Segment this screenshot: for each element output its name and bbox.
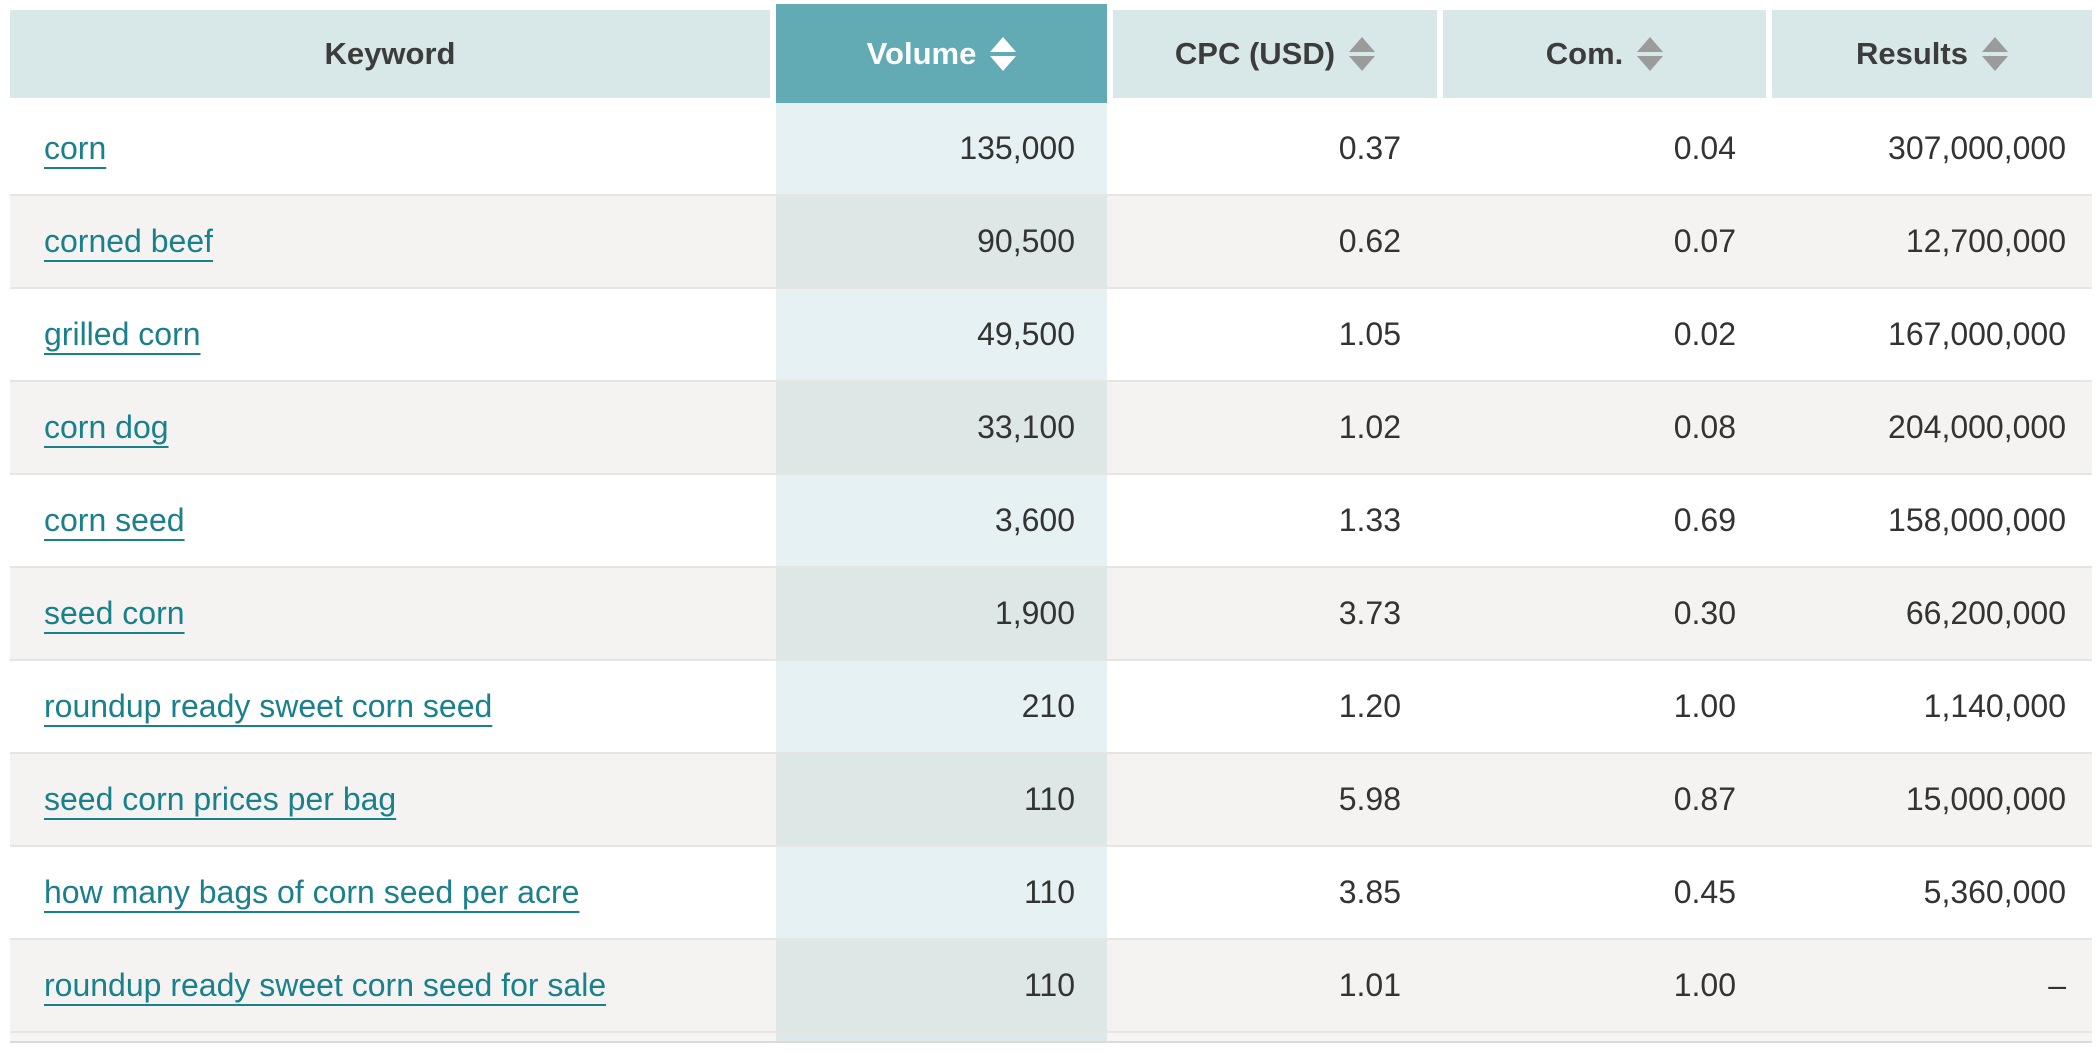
results-cell: 15,000,000 xyxy=(1905,781,2066,817)
keyword-cell: grilled corn xyxy=(10,289,776,380)
sort-icon xyxy=(990,36,1017,71)
results-cell: 204,000,000 xyxy=(1888,409,2066,445)
column-header-com[interactable]: Com. xyxy=(1443,9,1766,98)
keyword-link[interactable]: corn seed xyxy=(44,502,185,538)
cpc-cell: 1.20 xyxy=(1338,688,1401,724)
table-row: seed corn prices per bag 110 5.98 0.87 1… xyxy=(10,754,2092,847)
volume-cell: 110 xyxy=(776,754,1107,845)
volume-cell: 110 xyxy=(776,940,1107,1031)
column-label-results: Results xyxy=(1856,35,1968,71)
table-row: roundup ready sweet corn seed for sale 1… xyxy=(10,940,2092,1033)
column-header-results[interactable]: Results xyxy=(1772,9,2092,98)
keyword-cell: seed corn prices per bag xyxy=(10,754,776,845)
keyword-cell: how many bags of corn seed per acre xyxy=(10,847,776,938)
table-body: corn 135,000 0.37 0.04 307,000,000 corne… xyxy=(10,103,2092,1043)
volume-cell: 1,900 xyxy=(776,568,1107,659)
volume-cell: 110 xyxy=(776,847,1107,938)
cpc-cell: 3.85 xyxy=(1338,874,1401,910)
column-label-com: Com. xyxy=(1545,35,1624,71)
cpc-cell: 1.05 xyxy=(1338,316,1401,352)
table-header: Keyword Volume CPC (USD) Com. Results xyxy=(0,4,2100,103)
column-label-cpc: CPC (USD) xyxy=(1174,35,1336,71)
results-cell: 1,140,000 xyxy=(1923,688,2066,724)
keyword-cell: corn dog xyxy=(10,382,776,473)
keyword-cell: corn seed xyxy=(10,475,776,566)
keyword-cell: seed corn xyxy=(10,568,776,659)
cpc-cell: 1.01 xyxy=(1338,967,1401,1003)
keyword-link[interactable]: seed corn prices per bag xyxy=(44,781,397,817)
results-cell: – xyxy=(2048,967,2066,1003)
table-row: roundup ready sweet corn seed 210 1.20 1… xyxy=(10,661,2092,754)
keyword-link[interactable]: seed corn xyxy=(44,595,185,631)
com-cell: 0.07 xyxy=(1673,223,1736,259)
table-row: seed corn 1,900 3.73 0.30 66,200,000 xyxy=(10,568,2092,661)
column-header-volume[interactable]: Volume xyxy=(776,4,1107,103)
com-cell: 0.08 xyxy=(1673,409,1736,445)
column-header-keyword: Keyword xyxy=(10,9,770,98)
keyword-cell: corn xyxy=(10,103,776,194)
column-label-keyword: Keyword xyxy=(324,35,456,71)
results-cell: 158,000,000 xyxy=(1888,502,2066,538)
com-cell: 0.87 xyxy=(1673,781,1736,817)
column-label-volume: Volume xyxy=(866,35,977,71)
results-cell: 167,000,000 xyxy=(1888,316,2066,352)
cpc-cell: 3.73 xyxy=(1338,595,1401,631)
volume-column-tint xyxy=(776,1033,1107,1041)
com-cell: 1.00 xyxy=(1673,967,1736,1003)
table-row: grilled corn 49,500 1.05 0.02 167,000,00… xyxy=(10,289,2092,382)
partial-next-row xyxy=(10,1033,2092,1043)
volume-cell: 135,000 xyxy=(776,103,1107,194)
table-row: how many bags of corn seed per acre 110 … xyxy=(10,847,2092,940)
results-cell: 66,200,000 xyxy=(1905,595,2066,631)
volume-cell: 33,100 xyxy=(776,382,1107,473)
table-row: corn dog 33,100 1.02 0.08 204,000,000 xyxy=(10,382,2092,475)
com-cell: 0.02 xyxy=(1673,316,1736,352)
keyword-link[interactable]: corn xyxy=(44,130,107,166)
keyword-link[interactable]: roundup ready sweet corn seed xyxy=(44,688,493,724)
keyword-link[interactable]: roundup ready sweet corn seed for sale xyxy=(44,967,607,1003)
sort-icon xyxy=(1637,36,1664,71)
results-cell: 12,700,000 xyxy=(1905,223,2066,259)
com-cell: 1.00 xyxy=(1673,688,1736,724)
volume-cell: 3,600 xyxy=(776,475,1107,566)
table-row: corn 135,000 0.37 0.04 307,000,000 xyxy=(10,103,2092,196)
cpc-cell: 1.33 xyxy=(1338,502,1401,538)
com-cell: 0.04 xyxy=(1673,130,1736,166)
cpc-cell: 5.98 xyxy=(1338,781,1401,817)
keyword-link[interactable]: grilled corn xyxy=(44,316,201,352)
keyword-link[interactable]: how many bags of corn seed per acre xyxy=(44,874,580,910)
column-header-cpc[interactable]: CPC (USD) xyxy=(1113,9,1437,98)
sort-icon xyxy=(1349,36,1376,71)
com-cell: 0.30 xyxy=(1673,595,1736,631)
keyword-link[interactable]: corn dog xyxy=(44,409,169,445)
cpc-cell: 1.02 xyxy=(1338,409,1401,445)
sort-icon xyxy=(1981,36,2008,71)
volume-cell: 49,500 xyxy=(776,289,1107,380)
cpc-cell: 0.62 xyxy=(1338,223,1401,259)
results-cell: 5,360,000 xyxy=(1923,874,2066,910)
table-row: corned beef 90,500 0.62 0.07 12,700,000 xyxy=(10,196,2092,289)
com-cell: 0.45 xyxy=(1673,874,1736,910)
keyword-cell: roundup ready sweet corn seed xyxy=(10,661,776,752)
volume-cell: 210 xyxy=(776,661,1107,752)
keyword-cell: roundup ready sweet corn seed for sale xyxy=(10,940,776,1031)
com-cell: 0.69 xyxy=(1673,502,1736,538)
keyword-link[interactable]: corned beef xyxy=(44,223,214,259)
table-row: corn seed 3,600 1.33 0.69 158,000,000 xyxy=(10,475,2092,568)
cpc-cell: 0.37 xyxy=(1338,130,1401,166)
keyword-cell: corned beef xyxy=(10,196,776,287)
volume-cell: 90,500 xyxy=(776,196,1107,287)
results-cell: 307,000,000 xyxy=(1888,130,2066,166)
